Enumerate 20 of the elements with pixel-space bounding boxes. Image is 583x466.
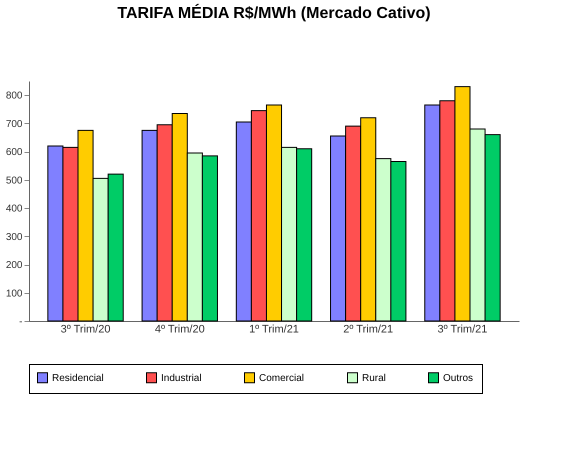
legend-label: Outros bbox=[443, 372, 474, 384]
x-tick-label: 3º Trim/21 bbox=[438, 324, 488, 336]
x-tick-label: 4º Trim/20 bbox=[154, 324, 205, 336]
y-tick-label: 700 bbox=[6, 118, 23, 130]
x-tick-label: 2º Trim/21 bbox=[343, 324, 394, 336]
legend-label: Residencial bbox=[52, 372, 104, 384]
y-tick-label: 800 bbox=[6, 90, 23, 102]
y-tick-label: 500 bbox=[6, 175, 23, 186]
chart-title: TARIFA MÉDIA R$/MWh (Mercado Cativo) bbox=[117, 3, 431, 22]
y-tick-label: 300 bbox=[6, 232, 23, 243]
x-tick-label: 1º Trim/21 bbox=[249, 324, 299, 336]
y-tick-label: 600 bbox=[6, 147, 23, 158]
x-tick-label: 3º Trim/20 bbox=[60, 324, 110, 336]
legend-label: Comercial bbox=[259, 372, 304, 384]
y-tick-label: 400 bbox=[6, 204, 23, 215]
y-tick-label: 100 bbox=[6, 288, 23, 300]
y-tick-label: - bbox=[19, 316, 22, 328]
y-tick-label: 200 bbox=[6, 260, 23, 272]
legend-label: Rural bbox=[362, 372, 386, 384]
legend-label: Industrial bbox=[161, 372, 202, 384]
